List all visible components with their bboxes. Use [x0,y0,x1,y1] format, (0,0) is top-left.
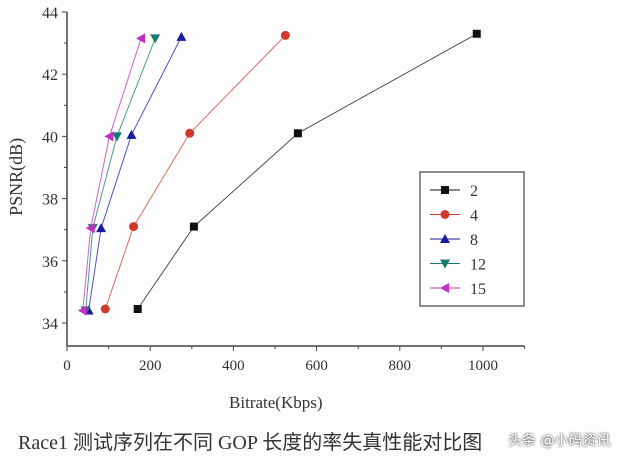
y-tick-label: 36 [42,254,58,271]
data-point-gop-2 [189,222,198,231]
data-point-gop-4 [280,30,290,40]
x-tick-label: 400 [222,358,245,374]
data-point-gop-4 [129,222,139,232]
data-point-gop-15 [85,223,95,234]
data-point-gop-8 [96,223,107,233]
data-point-gop-15 [136,33,146,44]
data-point-gop-2 [472,29,481,38]
data-point-gop-12 [111,132,122,142]
x-axis-label: Bitrate(Kbps) [229,393,322,412]
x-tick-label: 0 [63,358,71,374]
series-line-gop-8 [88,36,182,311]
legend-marker-2 [441,186,449,194]
data-point-gop-12 [150,34,161,44]
data-point-gop-8 [176,31,187,41]
series-line-gop-15 [82,38,142,311]
y-axis-label: PSNR(dB) [6,138,27,216]
x-tick-label: 200 [139,358,162,374]
legend-label-2: 2 [470,183,478,200]
series-line-gop-4 [104,34,286,310]
data-point-gop-4 [100,304,110,314]
data-point-gop-2 [133,305,142,314]
x-tick-label: 600 [305,358,328,374]
legend-marker-12 [440,259,450,269]
watermark: 头条 @小码资讯 [508,433,611,449]
y-tick-label: 40 [42,129,58,146]
y-tick-label: 42 [42,67,58,84]
data-point-gop-15 [104,131,114,142]
data-point-gop-2 [293,129,302,138]
legend-marker-8 [440,234,450,243]
legend-marker-4 [440,210,450,219]
legend-label-12: 12 [470,257,486,274]
legend-marker-15 [440,283,449,293]
legend-label-8: 8 [470,232,478,249]
legend-label-4: 4 [470,208,478,225]
data-point-gop-15 [77,305,87,316]
x-tick-label: 1000 [468,358,498,374]
legend-label-15: 15 [470,281,486,298]
series-line-gop-12 [85,38,156,311]
y-tick-label: 44 [42,5,58,22]
series-line-gop-2 [137,33,478,310]
data-point-gop-4 [185,128,195,138]
y-tick-label: 34 [42,316,58,333]
y-tick-label: 38 [42,192,58,209]
x-tick-label: 800 [389,358,412,374]
data-point-gop-8 [126,129,137,139]
figure-caption: Race1 测试序列在不同 GOP 长度的率失真性能对比图 [18,432,483,454]
